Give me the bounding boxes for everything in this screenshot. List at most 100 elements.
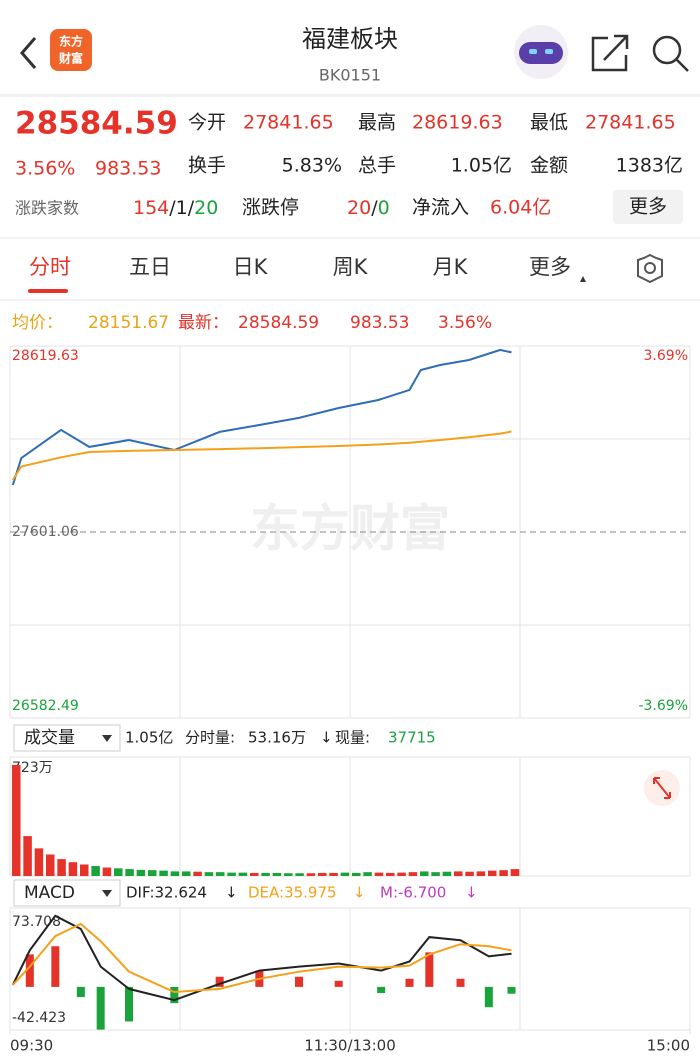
macd-bar <box>295 976 303 987</box>
volume-bar <box>363 872 372 876</box>
volume-bar <box>57 859 66 876</box>
volume-bar <box>488 870 497 876</box>
volume-bar <box>420 871 429 876</box>
volume-bar <box>193 871 202 876</box>
back-button[interactable] <box>20 37 37 69</box>
tab[interactable]: 分时 <box>29 255 71 279</box>
price-line <box>11 348 512 486</box>
volume-bar <box>12 765 21 876</box>
field-value: 27841.65 <box>585 112 676 134</box>
volume-bar <box>148 870 157 876</box>
total-volume: 1.05亿 <box>125 729 173 747</box>
change: 983.53 <box>95 158 161 180</box>
minute-volume-label: 分时量: <box>185 729 235 747</box>
trend-arrow: ↓ <box>320 729 333 747</box>
down-count: 20 <box>194 197 218 219</box>
tab[interactable]: 周K <box>333 255 369 279</box>
search-button[interactable] <box>652 35 689 72</box>
macd-bar <box>25 954 34 987</box>
selector-text[interactable]: 成交量 <box>24 728 75 748</box>
share-button[interactable] <box>591 34 629 72</box>
limit-label: 涨跌停 <box>242 197 299 219</box>
change-pct: 3.56% <box>438 313 492 333</box>
field-value: 1383亿 <box>616 155 683 177</box>
last-price: 28584.59 <box>15 106 178 142</box>
volume-bar <box>329 872 338 876</box>
macd-bar <box>425 952 434 987</box>
watermark: 东方财富 <box>250 500 450 558</box>
tab[interactable]: 五日 <box>129 255 171 279</box>
macd-bar <box>507 986 516 994</box>
settings-button[interactable] <box>637 253 663 284</box>
volume-bar <box>204 872 214 876</box>
y-tick-label: 28619.63 <box>12 348 79 364</box>
more-button[interactable] <box>613 190 683 224</box>
volume-bar <box>80 864 89 876</box>
volume-bar <box>114 868 123 876</box>
trend-arrow: ↓ <box>225 884 238 902</box>
volume-bar <box>238 872 248 876</box>
tab-indicator <box>28 289 68 293</box>
y-tick-label: 27601.06 <box>12 524 79 540</box>
limit-down: 0 <box>378 197 390 219</box>
volume-bar <box>510 869 520 876</box>
volume-bar <box>295 873 304 876</box>
volume-bar <box>170 871 180 876</box>
macd-bar <box>405 978 414 987</box>
volume-bar <box>499 870 508 876</box>
breadth-value: 154/1/20 <box>133 197 218 219</box>
last-label: 最新： <box>178 313 229 333</box>
change-pct: 3.56% <box>15 158 75 180</box>
avatar[interactable] <box>514 25 568 79</box>
volume-bar <box>102 867 112 876</box>
current-volume-label: 现量: <box>335 729 370 747</box>
field-value: 28619.63 <box>412 112 503 134</box>
tab[interactable]: 更多 <box>529 255 571 279</box>
separator: / <box>188 197 195 219</box>
volume-bar <box>465 871 474 876</box>
expand-button[interactable] <box>644 770 680 806</box>
tab[interactable]: 日K <box>233 255 269 279</box>
field-label: 最高 <box>358 112 396 134</box>
trend-arrow: ↓ <box>465 884 478 902</box>
y-tick-label: -42.423 <box>12 1010 66 1026</box>
more-button-text[interactable]: 更多 <box>629 196 667 218</box>
volume-bar <box>68 862 78 876</box>
volume-bar <box>216 872 225 876</box>
volume-bar <box>374 872 384 876</box>
volume-bar <box>261 872 270 876</box>
dropdown-arrow <box>102 735 112 742</box>
y-tick-label: 26582.49 <box>12 698 79 714</box>
x-tick-label: 11:30/13:00 <box>304 1037 396 1055</box>
minute-volume: 53.16万 <box>248 729 306 747</box>
macd-bar <box>215 976 224 987</box>
volume-bar <box>91 866 100 876</box>
dropdown-arrow <box>580 276 586 282</box>
macd-bar <box>51 946 60 987</box>
limit-up: 20 <box>347 197 371 219</box>
volume-bar <box>23 836 32 876</box>
flat-count: 1 <box>176 197 188 219</box>
x-tick-label: 09:30 <box>10 1037 53 1055</box>
m-value: M:-6.700 <box>380 884 446 902</box>
expand-icon <box>653 777 671 799</box>
field-label: 换手 <box>188 155 226 177</box>
price-line <box>11 430 512 481</box>
macd-bar <box>76 986 85 998</box>
separator: / <box>169 197 176 219</box>
indicator-selector[interactable] <box>13 724 121 752</box>
volume-bar <box>46 854 55 876</box>
volume-bar <box>272 872 282 876</box>
volume-bar <box>227 872 236 876</box>
indicator-selector[interactable] <box>13 879 121 907</box>
volume-bar <box>408 872 418 876</box>
selector-text[interactable]: MACD <box>24 883 75 903</box>
avg-value: 28151.67 <box>88 313 169 333</box>
change-value: 983.53 <box>350 313 409 333</box>
last-value: 28584.59 <box>238 313 319 333</box>
dea-line <box>12 922 512 994</box>
tab[interactable]: 月K <box>433 255 469 279</box>
volume-bar <box>431 872 440 876</box>
trend-arrow: ↓ <box>353 884 366 902</box>
